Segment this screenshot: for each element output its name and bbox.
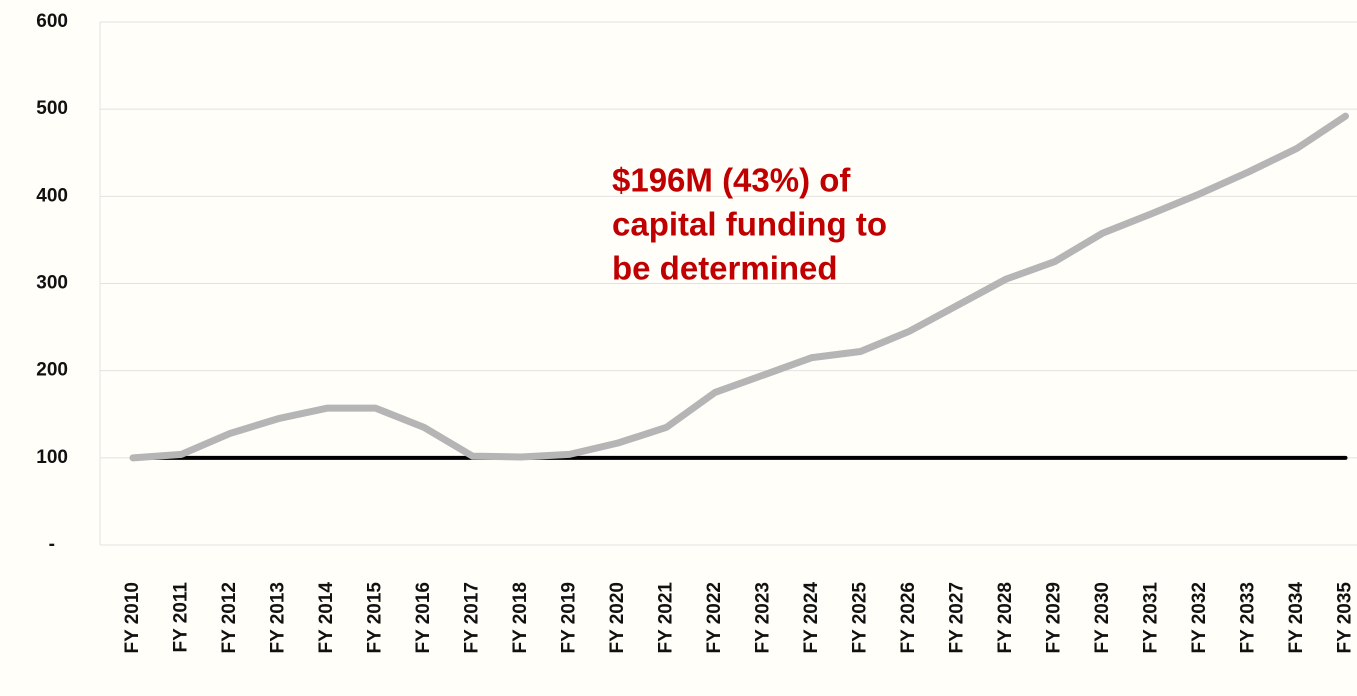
x-tick-label: FY 2027 <box>947 582 968 653</box>
y-tick-label: 600 <box>36 11 68 32</box>
annotation: $196M (43%) of <box>612 162 851 199</box>
x-tick-label: FY 2029 <box>1044 582 1065 653</box>
x-tick-label: FY 2025 <box>850 582 871 654</box>
x-tick-label: FY 2023 <box>753 582 774 653</box>
x-tick-label: FY 2014 <box>316 582 337 654</box>
x-tick-label: FY 2017 <box>462 582 483 653</box>
x-tick-label: FY 2019 <box>559 582 580 653</box>
x-tick-label: FY 2016 <box>413 582 434 653</box>
y-tick-label: - <box>49 534 55 555</box>
x-tick-label: FY 2031 <box>1141 582 1162 654</box>
x-tick-label: FY 2024 <box>801 582 822 654</box>
x-tick-label: FY 2028 <box>995 582 1016 653</box>
x-tick-label: FY 2010 <box>122 582 143 653</box>
x-tick-label: FY 2030 <box>1092 582 1113 653</box>
x-tick-label: FY 2033 <box>1238 582 1259 653</box>
x-tick-label: FY 2035 <box>1335 582 1356 654</box>
y-tick-label: 300 <box>36 273 68 294</box>
data-line <box>129 112 1349 462</box>
y-tick-label: 500 <box>36 98 68 119</box>
x-tick-label: FY 2011 <box>171 582 192 653</box>
x-tick-label: FY 2021 <box>656 582 677 654</box>
x-tick-label: FY 2012 <box>219 582 240 653</box>
y-tick-label: 400 <box>36 185 68 206</box>
x-tick-label: FY 2034 <box>1286 582 1307 654</box>
annotation: be determined <box>612 250 838 287</box>
y-tick-label: 100 <box>36 447 68 468</box>
y-tick-label: 200 <box>36 360 68 381</box>
x-tick-label: FY 2018 <box>510 582 531 653</box>
x-tick-label: FY 2015 <box>365 582 386 654</box>
x-tick-label: FY 2022 <box>704 582 725 653</box>
x-tick-label: FY 2032 <box>1189 582 1210 653</box>
annotation: capital funding to <box>612 206 887 243</box>
x-tick-label: FY 2026 <box>898 582 919 653</box>
x-tick-label: FY 2020 <box>607 582 628 653</box>
x-tick-label: FY 2013 <box>268 582 289 653</box>
